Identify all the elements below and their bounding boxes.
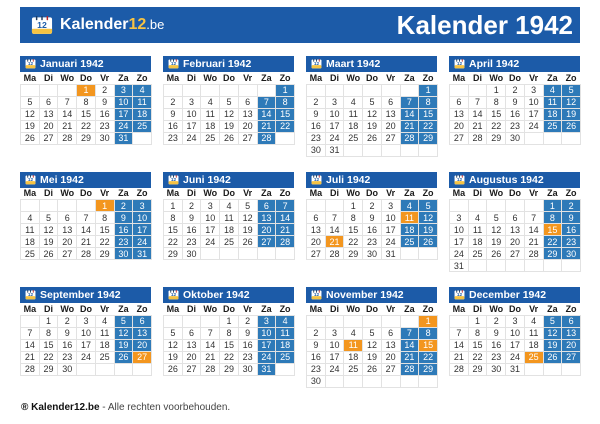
svg-text:12: 12: [28, 61, 34, 66]
svg-text:12: 12: [37, 20, 47, 30]
svg-text:12: 12: [28, 292, 34, 297]
svg-text:12: 12: [171, 61, 177, 66]
svg-text:12: 12: [314, 61, 320, 66]
svg-text:12: 12: [314, 177, 320, 182]
svg-text:12: 12: [171, 292, 177, 297]
svg-text:12: 12: [457, 292, 463, 297]
svg-text:12: 12: [314, 292, 320, 297]
svg-text:12: 12: [457, 61, 463, 66]
svg-text:12: 12: [28, 177, 34, 182]
svg-text:12: 12: [171, 177, 177, 182]
svg-text:12: 12: [457, 177, 463, 182]
